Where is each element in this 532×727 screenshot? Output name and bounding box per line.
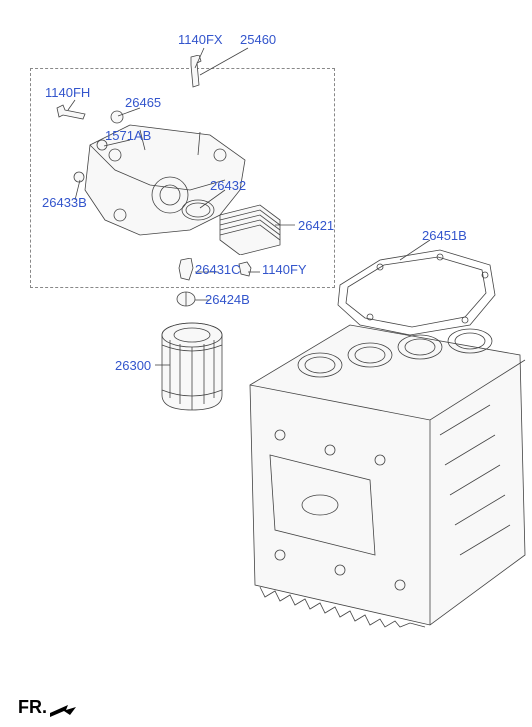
label-25460[interactable]: 25460 — [240, 32, 276, 47]
leader-lines — [0, 0, 532, 727]
fr-arrow-icon — [48, 697, 78, 719]
label-26451B[interactable]: 26451B — [422, 228, 467, 243]
fr-label: FR. — [18, 697, 47, 718]
label-26424B[interactable]: 26424B — [205, 292, 250, 307]
label-26431C[interactable]: 26431C — [195, 262, 241, 277]
label-26433B[interactable]: 26433B — [42, 195, 87, 210]
label-1140FY[interactable]: 1140FY — [262, 262, 307, 277]
label-26421[interactable]: 26421 — [298, 218, 334, 233]
label-26300[interactable]: 26300 — [115, 358, 151, 373]
label-26465[interactable]: 26465 — [125, 95, 161, 110]
label-26432[interactable]: 26432 — [210, 178, 246, 193]
label-1140FX[interactable]: 1140FX — [178, 32, 223, 47]
label-1140FH[interactable]: 1140FH — [45, 85, 90, 100]
label-1571AB[interactable]: 1571AB — [105, 128, 151, 143]
